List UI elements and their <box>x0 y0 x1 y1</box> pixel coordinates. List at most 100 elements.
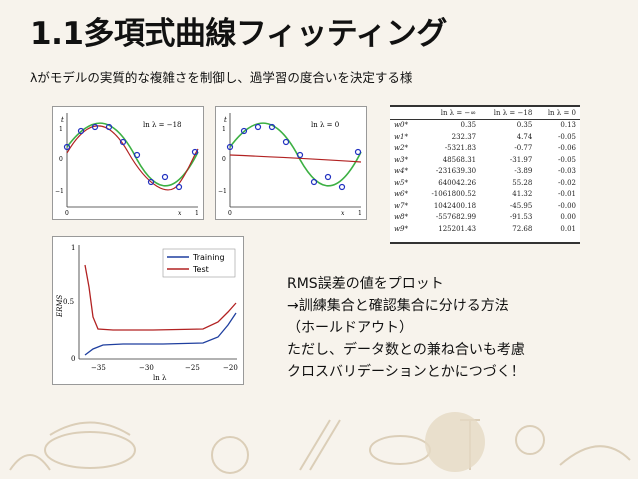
table-cell: 0.35 <box>516 121 533 129</box>
plot1-xtick-0: 0 <box>65 210 69 217</box>
table-cell: w4* <box>394 167 408 175</box>
table-cell: 72.68 <box>512 224 533 233</box>
plot2-ytick-m1: −1 <box>218 188 227 195</box>
table-cell: -231639.30 <box>435 167 477 175</box>
table-cell: 1042400.18 <box>433 201 477 210</box>
table-cell: 55.28 <box>512 178 533 187</box>
erms-ytick-0: 0 <box>71 355 75 363</box>
table-cell: w8* <box>394 213 408 221</box>
table-cell: w9* <box>394 224 408 233</box>
plot1-ytick-1: 1 <box>59 126 63 133</box>
table-cell: 0.00 <box>560 213 576 221</box>
table-cell: w1* <box>394 132 408 141</box>
test-curve <box>84 264 237 331</box>
table-cell: 0.01 <box>560 224 576 233</box>
legend-test: Test <box>192 265 209 274</box>
table-cell: -0.06 <box>558 144 576 152</box>
plot2-xtick-1: 1 <box>358 210 362 217</box>
table-cell: w2* <box>394 144 408 152</box>
fit-plot-lambda-minus18: t 1 0 −1 0 1 x ln λ = −18 <box>52 106 204 220</box>
table-row: w9* 125201.43 72.68 0.01 <box>390 224 580 236</box>
table-body: w0* 0.35 0.35 0.13 w1* 232.37 4.74 -0.05 w2* -532… <box>390 120 580 236</box>
table-cell: w5* <box>394 178 408 187</box>
erms-plot-svg: Training Test 1 0.5 0 ERMS −35 −30 −25 −… <box>56 244 238 382</box>
table-cell: 4.74 <box>516 132 533 141</box>
table-cell: -0.02 <box>558 178 576 187</box>
erms-xtick: −35 <box>91 364 106 372</box>
plot2-lambda-label: ln λ = 0 <box>311 121 339 129</box>
table-cell: -0.05 <box>558 132 576 141</box>
slide-title: 1.1多項式曲線フィッティング <box>30 16 447 52</box>
plot2-ytick-0: 0 <box>222 156 226 163</box>
notes-text: RMS誤差の値をプロット →訓練集合と確認集合に分ける方法 （ホールドアウト） … <box>287 273 525 383</box>
table-header <box>390 107 417 120</box>
table-cell: 232.37 <box>451 132 477 141</box>
training-curve <box>84 312 237 356</box>
table-header: ln λ = −∞ <box>416 107 481 120</box>
erms-xtick: −25 <box>185 364 200 372</box>
erms-xlabel: ln λ <box>153 374 167 382</box>
table-cell: 125201.43 <box>438 224 477 233</box>
fit-plot-2-svg: t 1 0 −1 0 1 x ln λ = 0 <box>218 113 362 217</box>
table-row: w2* -5321.83 -0.77 -0.06 <box>390 143 580 155</box>
erms-xtick: −30 <box>139 364 154 372</box>
note-line: （ホールドアウト） <box>287 320 413 336</box>
table-cell: -0.01 <box>558 190 576 198</box>
table-cell: 0.13 <box>560 121 576 129</box>
table-cell: -31.97 <box>509 155 533 164</box>
slide-subtitle: λがモデルの実質的な複雑さを制御し、過学習の度合いを決定する様 <box>30 70 413 85</box>
plot2-xtick-0: 0 <box>228 210 232 217</box>
table-cell: 41.32 <box>512 190 533 198</box>
table-cell: -0.00 <box>558 201 576 210</box>
table-cell: w7* <box>394 201 408 210</box>
logo-badge-icon <box>425 412 485 472</box>
plot2-t-label: t <box>224 116 227 124</box>
table-row: w1* 232.37 4.74 -0.05 <box>390 132 580 144</box>
table-cell: -0.77 <box>514 144 533 152</box>
table-cell: 48568.31 <box>442 155 477 164</box>
erms-ytick-05: 0.5 <box>63 298 74 306</box>
erms-xtick: −20 <box>223 364 238 372</box>
erms-ytick-1: 1 <box>71 244 75 252</box>
table-cell: 0.35 <box>460 121 477 129</box>
note-line: ただし、データ数との兼ね合いも考慮 <box>287 342 525 358</box>
plot2-x-label: x <box>341 210 345 217</box>
note-line: →訓練集合と確認集合に分ける方法 <box>287 298 509 314</box>
table-cell: -3.89 <box>514 167 533 175</box>
table-cell: -45.95 <box>509 201 533 210</box>
table-row: w7* 1042400.18 -45.95 -0.00 <box>390 201 580 213</box>
fit-plot-1-svg: t 1 0 −1 0 1 x ln λ = −18 <box>55 113 199 217</box>
plot1-x-label: x <box>178 210 182 217</box>
table-header: ln λ = 0 <box>536 107 580 120</box>
plot1-xtick-1: 1 <box>195 210 199 217</box>
fit-plot-lambda-0: t 1 0 −1 0 1 x ln λ = 0 <box>215 106 367 220</box>
plot1-lambda-label: ln λ = −18 <box>143 121 182 129</box>
table-row: w0* 0.35 0.35 0.13 <box>390 120 580 132</box>
erms-ylabel: ERMS <box>56 294 64 318</box>
table-cell: w0* <box>394 121 408 129</box>
table-row: w8* -557682.99 -91.53 0.00 <box>390 212 580 224</box>
erms-legend <box>162 248 236 278</box>
plot2-ytick-1: 1 <box>222 126 226 133</box>
table-cell: w3* <box>394 155 408 164</box>
table-cell: 640042.26 <box>438 178 477 187</box>
plot1-t-label: t <box>61 116 64 124</box>
table-cell: -5321.83 <box>444 144 477 152</box>
plot1-ytick-0: 0 <box>59 156 63 163</box>
table-header: ln λ = −18 <box>480 107 537 120</box>
note-line: クロスバリデーションとかにつづく！ <box>287 364 525 380</box>
legend-training: Training <box>192 253 225 262</box>
table-row: w4* -231639.30 -3.89 -0.03 <box>390 166 580 178</box>
table-cell: -91.53 <box>509 213 533 221</box>
table-cell: w6* <box>394 190 408 198</box>
table-row: w5* 640042.26 55.28 -0.02 <box>390 178 580 190</box>
plot1-ytick-m1: −1 <box>55 188 64 195</box>
table-cell: -1061800.52 <box>431 190 477 198</box>
note-line: RMS誤差の値をプロット <box>287 276 444 292</box>
table-row: w3* 48568.31 -31.97 -0.05 <box>390 155 580 167</box>
erms-plot: Training Test 1 0.5 0 ERMS −35 −30 −25 −… <box>52 236 244 385</box>
table-cell: -0.05 <box>558 155 576 164</box>
table-cell: -557682.99 <box>435 213 477 221</box>
table-row: w6* -1061800.52 41.32 -0.01 <box>390 189 580 201</box>
kitchen-decoration-icon <box>9 412 631 474</box>
